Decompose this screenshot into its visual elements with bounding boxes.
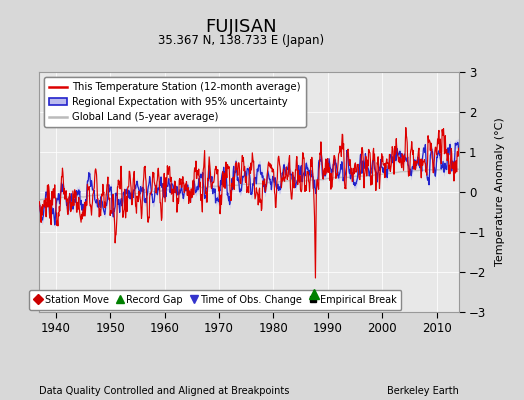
Y-axis label: Temperature Anomaly (°C): Temperature Anomaly (°C) bbox=[495, 118, 505, 266]
Text: FUJISAN: FUJISAN bbox=[205, 18, 277, 36]
Text: Data Quality Controlled and Aligned at Breakpoints: Data Quality Controlled and Aligned at B… bbox=[39, 386, 290, 396]
Text: 35.367 N, 138.733 E (Japan): 35.367 N, 138.733 E (Japan) bbox=[158, 34, 324, 47]
Text: Berkeley Earth: Berkeley Earth bbox=[387, 386, 458, 396]
Legend: This Temperature Station (12-month average), Regional Expectation with 95% uncer: This Temperature Station (12-month avera… bbox=[45, 77, 306, 127]
